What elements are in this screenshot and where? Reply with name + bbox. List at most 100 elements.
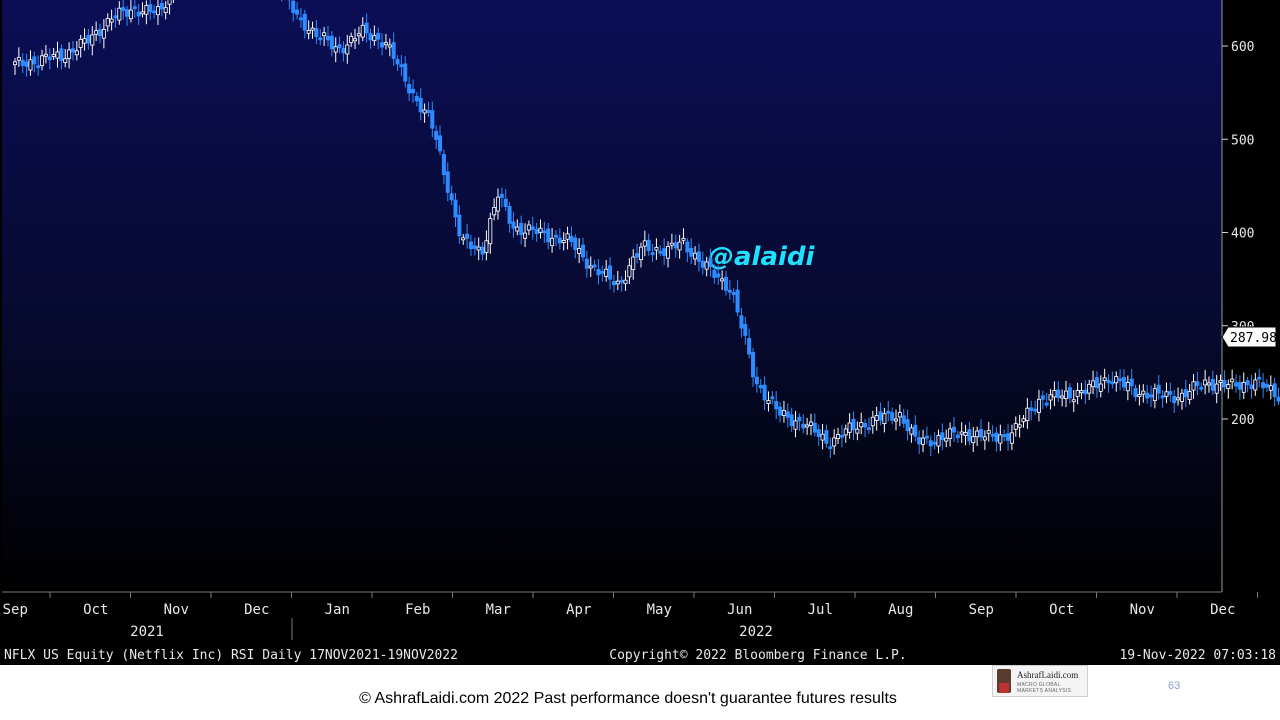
candle-down bbox=[1261, 382, 1266, 389]
candle-down bbox=[1272, 383, 1277, 398]
candle-down bbox=[596, 268, 601, 276]
candle-up bbox=[882, 413, 887, 424]
candle-down bbox=[553, 234, 558, 238]
candle-up bbox=[855, 428, 860, 434]
candle-down bbox=[20, 59, 25, 66]
candle-up bbox=[1048, 394, 1053, 401]
candle-down bbox=[1118, 378, 1123, 382]
candle-up bbox=[1164, 391, 1169, 397]
candle-up bbox=[167, 0, 172, 5]
candle-down bbox=[449, 193, 454, 201]
footer-copyright: © AshrafLaidi.com 2022 Past performance … bbox=[359, 690, 897, 707]
candle-up bbox=[805, 424, 810, 428]
candle-up bbox=[526, 224, 531, 231]
candle-up bbox=[627, 265, 632, 278]
candle-down bbox=[47, 56, 52, 61]
candle-down bbox=[770, 396, 775, 400]
candle-down bbox=[1056, 389, 1061, 398]
candle-up bbox=[476, 246, 481, 251]
last-price-flag bbox=[1221, 326, 1277, 348]
candle-up bbox=[1013, 423, 1018, 430]
year-label: 2021 bbox=[130, 624, 164, 640]
candle-down bbox=[1044, 402, 1049, 406]
candle-up bbox=[975, 430, 980, 438]
candle-down bbox=[325, 35, 330, 41]
candle-up bbox=[140, 11, 145, 15]
candle-up bbox=[101, 28, 106, 39]
candle-down bbox=[739, 315, 744, 329]
x-tick-label: Feb bbox=[405, 602, 430, 618]
candle-down bbox=[159, 2, 164, 10]
candle-up bbox=[349, 35, 354, 43]
candle-up bbox=[495, 196, 500, 212]
candle-down bbox=[1145, 392, 1150, 399]
candle-up bbox=[808, 421, 813, 426]
candle-up bbox=[642, 240, 647, 247]
candle-down bbox=[1129, 378, 1134, 387]
logo-text: AshrafLaidi.com bbox=[1017, 670, 1079, 680]
candle-down bbox=[32, 56, 37, 65]
x-tick-label: Nov bbox=[164, 602, 189, 618]
candle-up bbox=[1141, 390, 1146, 395]
candle-down bbox=[534, 228, 539, 235]
year-label: 2022 bbox=[739, 624, 773, 640]
candle-down bbox=[932, 441, 937, 445]
x-tick-label: Jun bbox=[727, 602, 752, 618]
candle-down bbox=[426, 110, 431, 114]
candle-up bbox=[128, 9, 133, 20]
candle-up bbox=[356, 33, 361, 37]
candle-down bbox=[1067, 387, 1072, 399]
candle-up bbox=[921, 437, 926, 445]
candle-up bbox=[78, 39, 83, 48]
candle-up bbox=[982, 436, 987, 441]
candle-down bbox=[708, 258, 713, 267]
candle-up bbox=[550, 237, 555, 247]
candle-down bbox=[472, 245, 477, 249]
candle-up bbox=[897, 412, 902, 418]
y-tick-label: 600 bbox=[1231, 40, 1254, 55]
candle-up bbox=[874, 415, 879, 421]
candle-up bbox=[383, 42, 388, 46]
candle-up bbox=[859, 422, 864, 428]
candle-up bbox=[1176, 397, 1181, 401]
candle-down bbox=[650, 252, 655, 256]
candle-down bbox=[395, 59, 400, 65]
candle-down bbox=[816, 429, 821, 437]
candle-down bbox=[731, 292, 736, 295]
candle-down bbox=[1199, 386, 1204, 390]
candle-down bbox=[391, 42, 396, 59]
candle-down bbox=[530, 226, 535, 230]
candle-down bbox=[70, 48, 75, 53]
candle-up bbox=[74, 50, 79, 56]
candle-up bbox=[666, 246, 671, 259]
x-tick-label: Apr bbox=[566, 602, 591, 618]
candle-down bbox=[754, 376, 759, 385]
candle-up bbox=[1137, 394, 1142, 398]
candle-up bbox=[43, 53, 48, 57]
candle-up bbox=[163, 7, 168, 14]
candle-down bbox=[955, 434, 960, 439]
candle-down bbox=[132, 6, 137, 10]
candle-down bbox=[863, 422, 868, 428]
candle-up bbox=[1125, 382, 1130, 392]
candle-down bbox=[824, 430, 829, 444]
candle-up bbox=[909, 427, 914, 435]
candle-up bbox=[117, 7, 122, 21]
candle-down bbox=[1110, 381, 1115, 385]
candle-up bbox=[766, 400, 771, 404]
candle-up bbox=[90, 34, 95, 46]
candle-up bbox=[372, 35, 377, 42]
watermark: @alaidi bbox=[708, 242, 816, 272]
candle-down bbox=[1156, 384, 1161, 394]
candle-down bbox=[747, 338, 752, 355]
candle-down bbox=[59, 48, 64, 61]
candle-up bbox=[461, 237, 466, 241]
candle-down bbox=[611, 281, 616, 286]
candle-down bbox=[1276, 396, 1280, 402]
candle-up bbox=[67, 49, 72, 59]
candle-up bbox=[847, 422, 852, 433]
price-chart: 200300400500600700SepOctNovDecJanFebMarA… bbox=[0, 0, 1280, 665]
author-photo-icon bbox=[997, 669, 1011, 693]
candle-up bbox=[623, 279, 628, 285]
candle-down bbox=[905, 419, 910, 432]
